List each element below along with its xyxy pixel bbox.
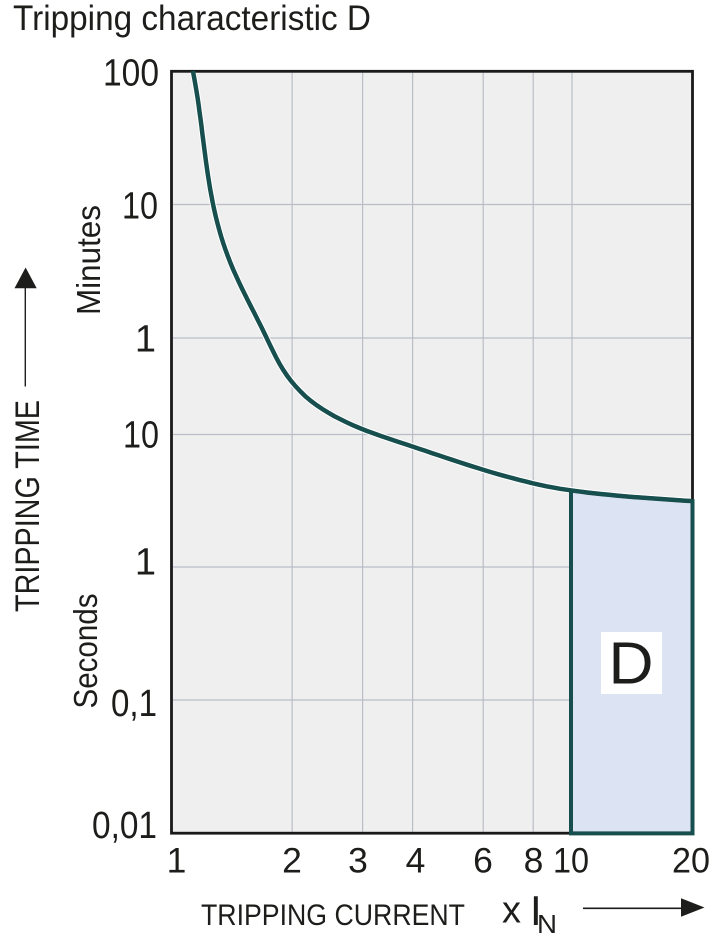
svg-text:D: D xyxy=(609,631,654,697)
svg-text:Seconds: Seconds xyxy=(67,594,104,709)
svg-text:100: 100 xyxy=(103,53,159,95)
svg-text:1: 1 xyxy=(167,841,187,881)
svg-text:8: 8 xyxy=(524,841,544,881)
svg-text:Tripping characteristic D: Tripping characteristic D xyxy=(13,0,371,38)
svg-text:0,1: 0,1 xyxy=(111,683,157,725)
svg-text:2: 2 xyxy=(282,841,302,881)
svg-text:10: 10 xyxy=(122,186,158,228)
svg-text:Minutes: Minutes xyxy=(70,205,107,315)
svg-text:10: 10 xyxy=(123,415,159,457)
svg-text:TRIPPING TIME: TRIPPING TIME xyxy=(9,400,47,612)
svg-text:x: x xyxy=(502,890,521,932)
svg-text:TRIPPING CURRENT: TRIPPING CURRENT xyxy=(201,899,465,932)
svg-text:20: 20 xyxy=(672,841,710,881)
svg-text:1: 1 xyxy=(135,542,156,584)
svg-text:1: 1 xyxy=(135,318,156,360)
svg-text:0,01: 0,01 xyxy=(92,805,157,847)
svg-text:3: 3 xyxy=(348,841,368,881)
svg-text:N: N xyxy=(537,909,557,939)
svg-text:I: I xyxy=(530,887,542,934)
svg-text:10: 10 xyxy=(553,841,589,881)
svg-text:4: 4 xyxy=(406,841,426,881)
svg-text:6: 6 xyxy=(473,841,493,881)
